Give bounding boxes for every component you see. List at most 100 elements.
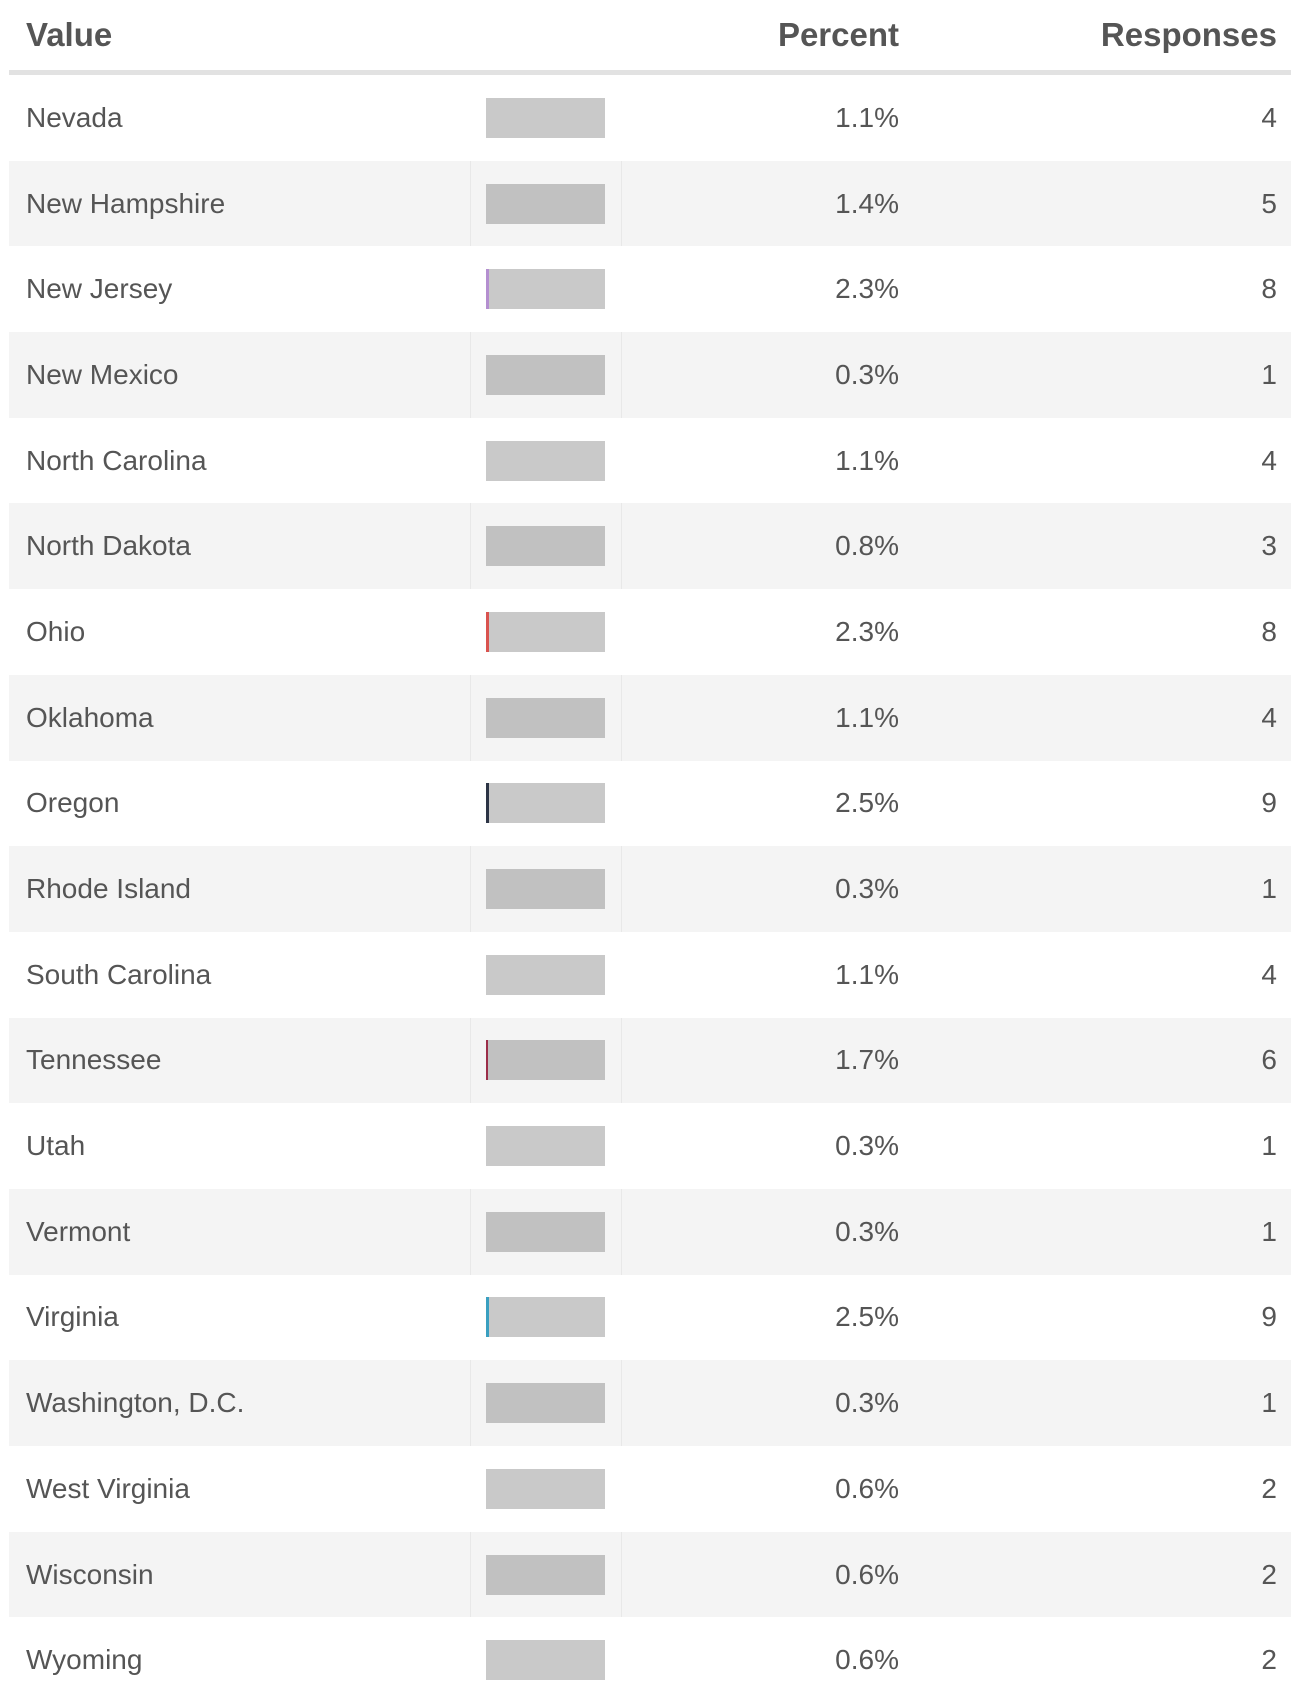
bar-cell (470, 1017, 622, 1104)
bar-track (486, 1468, 605, 1509)
state-name: Wisconsin (26, 1558, 154, 1590)
responses: 8 (1261, 273, 1277, 305)
table-row: New Jersey 2.3% 8 (9, 246, 1291, 332)
table-row: North Carolina 1.1% 4 (9, 418, 1291, 504)
percent: 1.4% (835, 187, 899, 219)
percent: 1.1% (835, 958, 899, 990)
percent: 1.1% (835, 101, 899, 133)
percent: 0.6% (835, 1558, 899, 1590)
state-name: North Dakota (26, 530, 191, 562)
bar-cell (470, 846, 622, 932)
table-row: Virginia 2.5% 9 (9, 1275, 1291, 1361)
state-name: Washington, D.C. (26, 1387, 245, 1419)
responses: 4 (1261, 958, 1277, 990)
bar-track (486, 97, 605, 138)
bar-track (486, 783, 605, 824)
bar-cell (470, 332, 622, 418)
state-name: New Jersey (26, 273, 173, 305)
percent: 0.3% (835, 358, 899, 390)
responses: 1 (1261, 358, 1277, 390)
table-row: Wisconsin 0.6% 2 (9, 1531, 1291, 1618)
table-row: North Dakota 0.8% 3 (9, 503, 1291, 590)
table-row: Oklahoma 1.1% 4 (9, 674, 1291, 761)
table-row: Nevada 1.1% 4 (9, 75, 1291, 161)
table-row: Tennessee 1.7% 6 (9, 1017, 1291, 1104)
bar-track (486, 1383, 605, 1424)
bar-track (486, 354, 605, 395)
state-name: Ohio (26, 615, 86, 647)
state-name: Rhode Island (26, 873, 192, 905)
state-name: Nevada (26, 101, 123, 133)
results-table: Value Percent Responses Nevada 1.1% 4 New H… (9, 0, 1291, 1703)
responses: 2 (1261, 1558, 1277, 1590)
bar-track (486, 1126, 605, 1167)
bar-track (486, 954, 605, 995)
table-row: South Carolina 1.1% 4 (9, 932, 1291, 1018)
percent: 2.5% (835, 1301, 899, 1333)
responses: 2 (1261, 1472, 1277, 1504)
percent: 0.3% (835, 1387, 899, 1419)
percent: 2.3% (835, 615, 899, 647)
table-row: Vermont 0.3% 1 (9, 1188, 1291, 1275)
table-row: New Mexico 0.3% 1 (9, 332, 1291, 418)
percent: 2.5% (835, 787, 899, 819)
table-row: Oregon 2.5% 9 (9, 761, 1291, 847)
responses: 1 (1261, 1215, 1277, 1247)
responses: 1 (1261, 1130, 1277, 1162)
bar-cell (470, 1360, 622, 1446)
bar-track (486, 1640, 605, 1681)
percent: 1.7% (835, 1044, 899, 1076)
state-name: New Hampshire (26, 187, 226, 219)
responses: 9 (1261, 787, 1277, 819)
responses: 1 (1261, 1387, 1277, 1419)
state-name: Vermont (26, 1215, 131, 1247)
state-name: Virginia (26, 1301, 119, 1333)
bar-track (486, 526, 605, 567)
responses: 4 (1261, 444, 1277, 476)
table-row: Ohio 2.3% 8 (9, 589, 1291, 675)
bar-fill (486, 269, 489, 310)
bar-cell (470, 503, 622, 590)
table-row: Wyoming 0.6% 2 (9, 1617, 1291, 1703)
percent: 0.6% (835, 1472, 899, 1504)
percent: 0.8% (835, 530, 899, 562)
percent: 0.6% (835, 1644, 899, 1676)
percent: 0.3% (835, 873, 899, 905)
responses: 2 (1261, 1644, 1277, 1676)
state-name: South Carolina (26, 958, 212, 990)
bar-track (486, 611, 605, 652)
table-row: Rhode Island 0.3% 1 (9, 846, 1291, 932)
responses: 6 (1261, 1044, 1277, 1076)
responses: 3 (1261, 530, 1277, 562)
responses: 4 (1261, 101, 1277, 133)
header-value: Value (26, 16, 113, 53)
state-name: New Mexico (26, 358, 179, 390)
bar-track (486, 697, 605, 738)
state-name: North Carolina (26, 444, 207, 476)
percent: 0.3% (835, 1215, 899, 1247)
bar-fill (486, 611, 489, 652)
state-name: West Virginia (26, 1472, 190, 1504)
bar-track (486, 1040, 605, 1081)
bar-cell (470, 674, 622, 761)
bar-fill (486, 783, 489, 824)
state-name: Oklahoma (26, 701, 154, 733)
bar-track (486, 1297, 605, 1338)
state-name: Oregon (26, 787, 120, 819)
bar-fill (486, 1040, 489, 1081)
percent: 1.1% (835, 444, 899, 476)
bar-track (486, 183, 605, 224)
bar-fill (486, 1297, 489, 1338)
table-row: New Hampshire 1.4% 5 (9, 160, 1291, 247)
header-responses: Responses (1100, 16, 1277, 53)
bar-track (486, 440, 605, 481)
table-header: Value Percent Responses (9, 0, 1291, 75)
state-name: Utah (26, 1130, 86, 1162)
table-row: Utah 0.3% 1 (9, 1103, 1291, 1189)
responses: 4 (1261, 701, 1277, 733)
responses: 9 (1261, 1301, 1277, 1333)
percent: 1.1% (835, 701, 899, 733)
percent: 0.3% (835, 1130, 899, 1162)
table-row: Washington, D.C. 0.3% 1 (9, 1360, 1291, 1446)
bar-track (486, 269, 605, 310)
